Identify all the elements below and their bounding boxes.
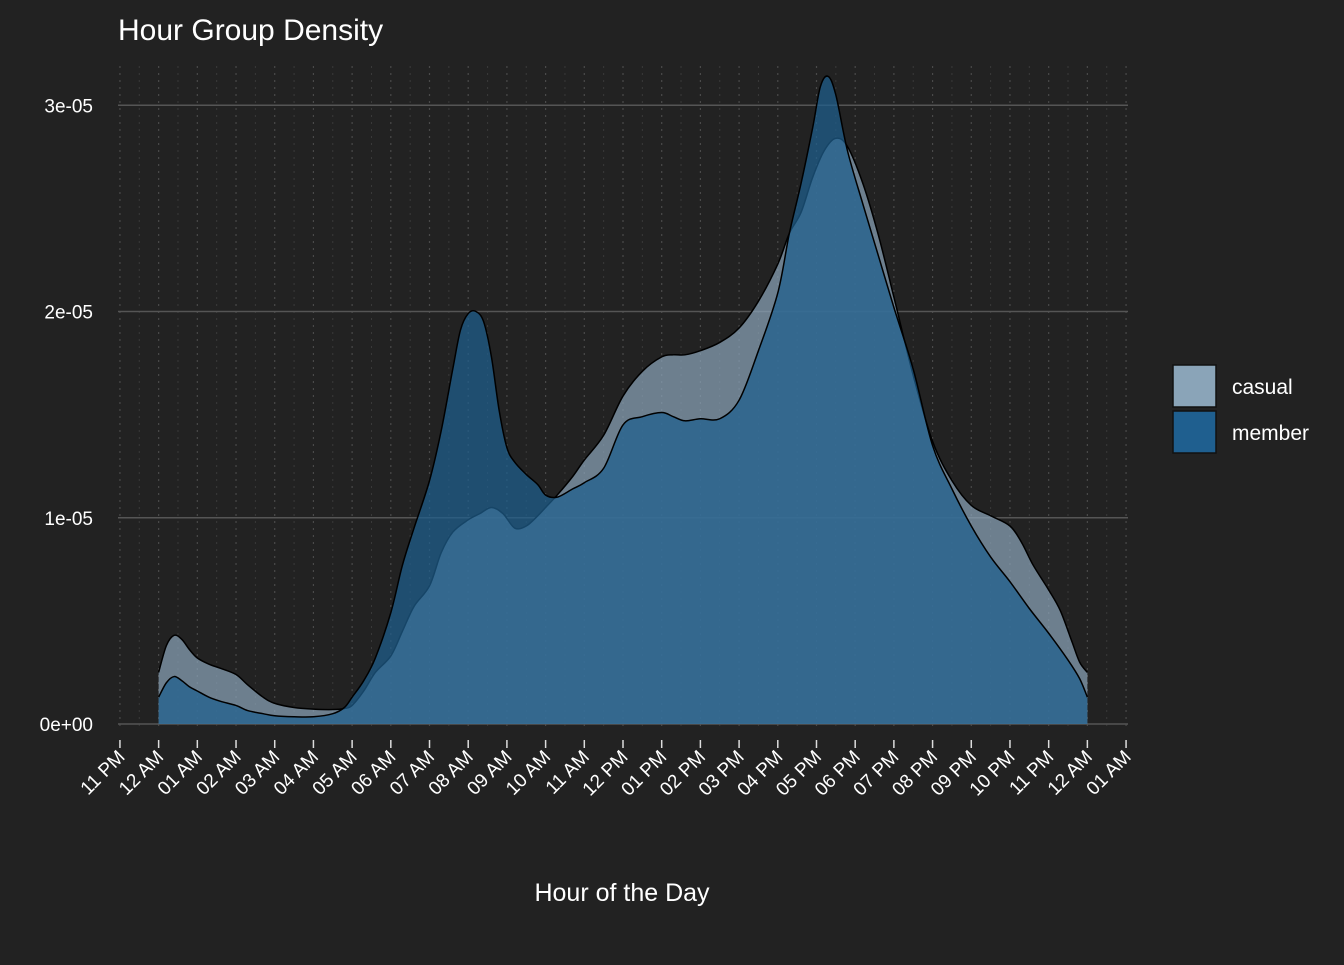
y-tick-label: 3e-05	[44, 96, 93, 117]
legend-label-casual: casual	[1232, 376, 1293, 399]
density-area-member	[158, 76, 1088, 724]
legend-label-member: member	[1232, 422, 1309, 445]
y-tick-label: 2e-05	[44, 303, 93, 324]
y-tick-label: 0e+00	[40, 715, 93, 736]
legend: casual member	[1172, 364, 1309, 454]
y-tick-label: 1e-05	[44, 509, 93, 530]
chart-title: Hour Group Density	[118, 14, 383, 47]
y-axis-tick-labels: 0e+00 1e-05 2e-05 3e-05	[40, 96, 93, 736]
legend-swatch-member	[1172, 410, 1217, 454]
legend-swatch-casual	[1172, 364, 1217, 408]
density-outline-member	[157, 75, 1089, 718]
x-axis-label: Hour of the Day	[534, 879, 710, 907]
density-areas	[157, 75, 1089, 724]
